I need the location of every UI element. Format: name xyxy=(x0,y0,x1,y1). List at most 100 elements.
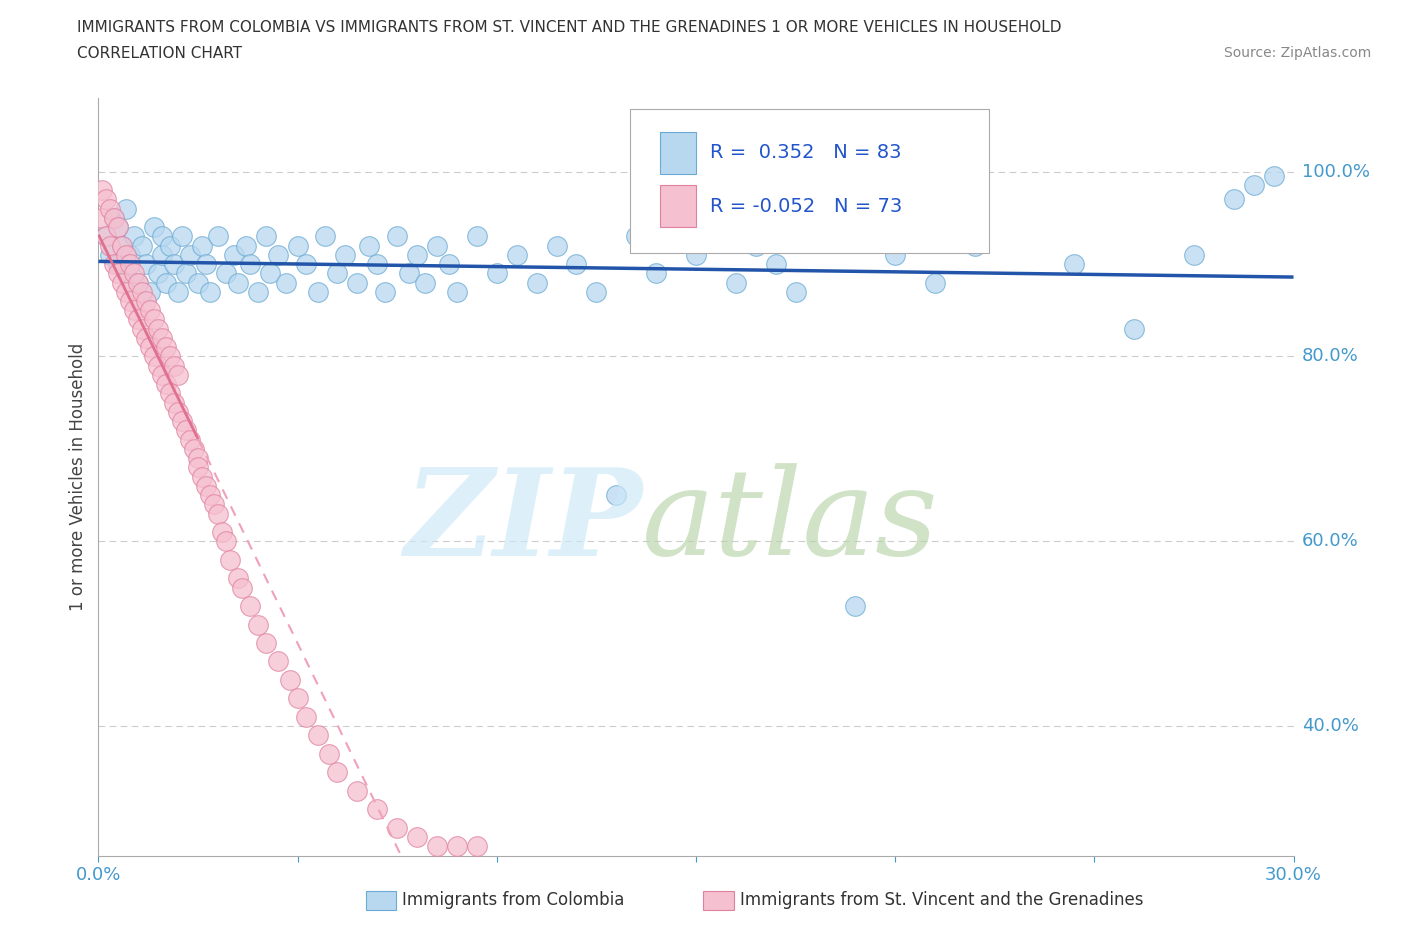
Point xyxy=(1123,321,1146,336)
Point xyxy=(426,839,449,854)
Point xyxy=(207,229,229,244)
Point xyxy=(198,285,221,299)
Point xyxy=(167,367,190,382)
Text: R =  0.352   N = 83: R = 0.352 N = 83 xyxy=(710,143,901,163)
Point xyxy=(426,238,449,253)
Point xyxy=(346,783,368,798)
Point xyxy=(150,330,173,345)
Point xyxy=(172,229,194,244)
Point xyxy=(1223,192,1246,206)
Point xyxy=(91,210,114,225)
Point xyxy=(120,247,142,262)
Point xyxy=(222,247,245,262)
Point xyxy=(585,285,607,299)
Point xyxy=(120,257,142,272)
Point xyxy=(374,285,396,299)
Point xyxy=(107,257,129,272)
Point xyxy=(437,257,460,272)
Point xyxy=(174,266,197,281)
Point xyxy=(626,229,648,244)
Point xyxy=(246,618,269,632)
Point xyxy=(406,247,429,262)
Bar xyxy=(661,185,696,227)
Point xyxy=(143,349,166,364)
Point xyxy=(111,238,134,253)
Point xyxy=(446,839,468,854)
Point xyxy=(124,266,146,281)
Point xyxy=(506,247,529,262)
Point xyxy=(115,266,138,281)
Point xyxy=(131,285,153,299)
Point xyxy=(274,275,297,290)
Point xyxy=(131,238,153,253)
Point xyxy=(254,229,277,244)
Point xyxy=(155,339,177,354)
Point xyxy=(485,266,508,281)
Point xyxy=(385,229,409,244)
Point xyxy=(120,294,142,309)
Point xyxy=(605,487,627,502)
Point xyxy=(645,266,668,281)
Point xyxy=(446,285,468,299)
Point xyxy=(143,312,166,327)
Point xyxy=(159,349,181,364)
Point xyxy=(195,257,218,272)
Text: R = -0.052   N = 73: R = -0.052 N = 73 xyxy=(710,196,903,216)
Point xyxy=(139,303,162,318)
Point xyxy=(294,710,316,724)
Point xyxy=(765,257,787,272)
Point xyxy=(195,478,218,493)
Point xyxy=(163,395,186,410)
Point xyxy=(215,266,238,281)
Point xyxy=(103,257,125,272)
Point xyxy=(202,497,225,512)
Point xyxy=(346,275,368,290)
Point xyxy=(98,238,122,253)
Point xyxy=(159,238,181,253)
Point xyxy=(259,266,281,281)
Point xyxy=(179,247,201,262)
Text: IMMIGRANTS FROM COLOMBIA VS IMMIGRANTS FROM ST. VINCENT AND THE GRENADINES 1 OR : IMMIGRANTS FROM COLOMBIA VS IMMIGRANTS F… xyxy=(77,20,1062,35)
Point xyxy=(211,525,233,539)
Point xyxy=(155,377,177,392)
Point xyxy=(398,266,420,281)
Point xyxy=(155,275,177,290)
Y-axis label: 1 or more Vehicles in Household: 1 or more Vehicles in Household xyxy=(69,342,87,611)
Point xyxy=(115,285,138,299)
Point xyxy=(148,358,170,373)
Text: 60.0%: 60.0% xyxy=(1302,532,1358,551)
Point xyxy=(183,442,205,457)
Point xyxy=(1182,247,1205,262)
Point xyxy=(724,275,747,290)
Point xyxy=(366,257,388,272)
Point xyxy=(167,285,190,299)
Point xyxy=(107,219,129,234)
Text: Immigrants from St. Vincent and the Grenadines: Immigrants from St. Vincent and the Gren… xyxy=(740,891,1143,910)
Point xyxy=(91,182,114,197)
Point xyxy=(98,247,122,262)
Point xyxy=(465,839,488,854)
Point xyxy=(115,201,138,216)
Point xyxy=(226,571,249,586)
Point xyxy=(159,386,181,401)
Text: 40.0%: 40.0% xyxy=(1302,717,1358,736)
Point xyxy=(254,635,277,650)
Point xyxy=(287,238,309,253)
Point xyxy=(107,266,129,281)
Text: CORRELATION CHART: CORRELATION CHART xyxy=(77,46,242,61)
Point xyxy=(163,257,186,272)
Point xyxy=(267,247,290,262)
Point xyxy=(307,285,329,299)
Point xyxy=(124,303,146,318)
Point xyxy=(135,330,157,345)
Point xyxy=(287,691,309,706)
Point xyxy=(359,238,381,253)
Point xyxy=(111,238,134,253)
Point xyxy=(267,654,290,669)
Point xyxy=(215,534,238,549)
Text: Source: ZipAtlas.com: Source: ZipAtlas.com xyxy=(1223,46,1371,60)
Point xyxy=(107,219,129,234)
Point xyxy=(239,257,262,272)
Point xyxy=(150,229,173,244)
Point xyxy=(963,238,986,253)
